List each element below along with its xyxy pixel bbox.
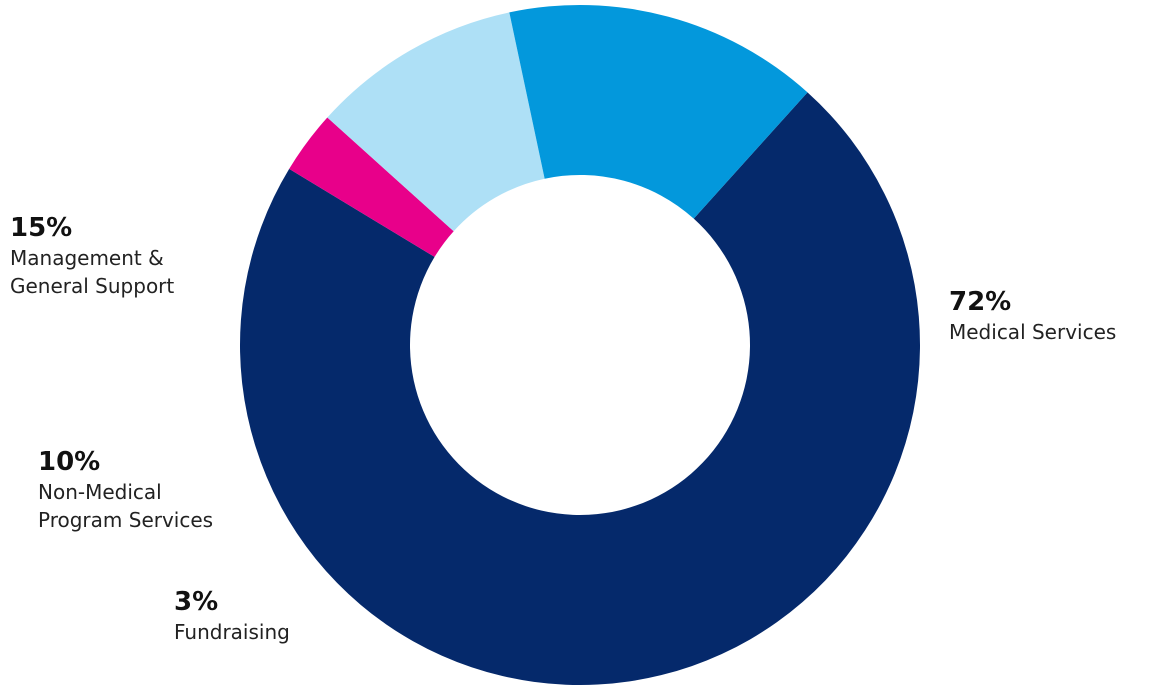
management-general-support-percent: 15% bbox=[10, 213, 73, 243]
slice-label-management-general-support: 15% Management & General Support bbox=[10, 212, 174, 300]
slice-fundraising bbox=[289, 117, 454, 257]
medical-services-percent: 72% bbox=[949, 287, 1012, 317]
non-medical-program-services-percent: 10% bbox=[38, 447, 101, 477]
slice-non-medical-program-services bbox=[327, 12, 545, 232]
medical-services-name: Medical Services bbox=[949, 320, 1117, 344]
fundraising-name: Fundraising bbox=[174, 620, 290, 644]
fundraising-percent: 3% bbox=[174, 587, 219, 617]
management-general-support-name: Management & General Support bbox=[10, 246, 175, 298]
non-medical-program-services-name: Non-Medical Program Services bbox=[38, 480, 214, 532]
slice-label-fundraising: 3% Fundraising bbox=[174, 586, 290, 646]
slice-medical-services bbox=[240, 92, 920, 685]
slice-management-general-support bbox=[509, 5, 808, 219]
slice-label-non-medical-program-services: 10% Non-Medical Program Services bbox=[38, 446, 213, 534]
slice-label-medical-services: 72% Medical Services bbox=[949, 286, 1116, 346]
